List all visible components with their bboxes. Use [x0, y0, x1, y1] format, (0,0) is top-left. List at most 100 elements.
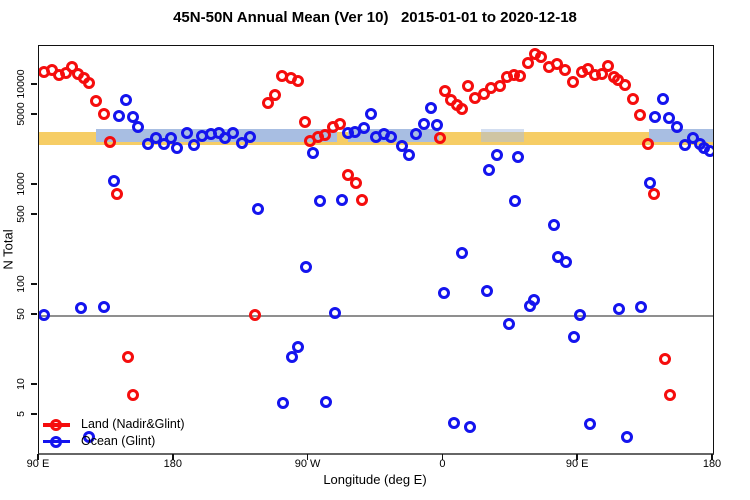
x-tick-label: 90 E [26, 458, 50, 470]
data-point-ocean [395, 140, 408, 153]
data-point-land [439, 85, 452, 98]
y-tick [31, 213, 37, 215]
data-point-ocean [613, 302, 626, 315]
data-point-ocean [635, 301, 648, 314]
y-tick [31, 113, 37, 115]
y-tick [31, 83, 37, 85]
data-point-land [334, 117, 347, 130]
data-point-ocean [285, 351, 298, 364]
data-point-land [103, 135, 116, 148]
data-point-land [596, 67, 608, 80]
data-point-land [664, 388, 676, 401]
y-tick-label: 500 [15, 205, 27, 223]
data-point-ocean [437, 287, 450, 300]
data-point-land [550, 58, 563, 71]
plot-area [38, 45, 714, 455]
data-point-ocean [584, 417, 597, 430]
y-tick-label: 5000 [15, 102, 27, 126]
x-tick [172, 454, 174, 460]
data-point-ocean [528, 293, 540, 306]
data-point-ocean [180, 127, 193, 140]
x-tick [711, 454, 713, 460]
data-point-land [83, 76, 96, 89]
x-tick-label: 180 [163, 458, 182, 470]
data-point-ocean [508, 195, 521, 208]
data-point-ocean [455, 246, 468, 259]
data-point-ocean [276, 397, 289, 410]
y-tick-label: 100 [15, 275, 27, 293]
data-point-land [299, 115, 311, 128]
data-point-ocean [313, 195, 326, 208]
y-tick-label: 10 [15, 378, 27, 390]
y-tick [31, 313, 37, 315]
data-point-land [618, 79, 631, 91]
data-point-ocean [74, 301, 87, 314]
data-point-ocean [336, 194, 348, 207]
data-point-ocean [384, 131, 397, 144]
legend-marker-ocean-icon [50, 435, 62, 448]
legend-label-ocean: Ocean (Glint) [81, 433, 156, 448]
data-point-ocean [491, 148, 504, 161]
data-point-land [534, 50, 547, 63]
x-tick-label: 180 [702, 458, 722, 470]
data-point-land [566, 76, 579, 89]
data-point-ocean [291, 340, 304, 353]
data-point-ocean [358, 122, 371, 135]
data-point-ocean [120, 93, 133, 106]
data-point-land [633, 109, 646, 122]
y-tick-label: 10000 [15, 69, 27, 99]
data-point-ocean [448, 416, 461, 429]
data-point-land [262, 97, 274, 110]
data-point-ocean [704, 144, 713, 157]
data-point-land [90, 95, 103, 108]
data-point-land [121, 351, 134, 364]
data-point-land [269, 89, 282, 102]
data-point-ocean [464, 421, 477, 434]
y-tick-label: 50 [15, 308, 27, 320]
y-tick [31, 283, 37, 285]
data-point-land [455, 102, 468, 115]
data-point-ocean [424, 101, 437, 114]
data-point-ocean [226, 127, 239, 140]
data-point-land [111, 188, 124, 201]
x-tick-label: 0 [439, 458, 446, 470]
data-point-land [648, 188, 661, 201]
x-tick-label: 90 W [294, 458, 321, 470]
data-point-ocean [243, 130, 256, 143]
data-point-ocean [656, 93, 669, 106]
data-point-ocean [112, 109, 125, 122]
x-tick [576, 454, 578, 460]
y-tick [31, 183, 37, 185]
data-point-ocean [483, 164, 496, 177]
y-tick [31, 413, 37, 415]
data-point-land [98, 108, 110, 121]
data-point-land [559, 64, 572, 77]
data-point-ocean [364, 108, 377, 121]
data-point-ocean [127, 110, 140, 123]
data-point-ocean [170, 142, 183, 155]
data-point-ocean [649, 110, 662, 123]
data-point-ocean [306, 146, 319, 159]
data-point-ocean [409, 127, 422, 140]
data-point-ocean [300, 261, 313, 274]
data-point-ocean [621, 431, 634, 444]
data-point-land [513, 70, 526, 82]
data-point-land [602, 59, 614, 72]
data-point-ocean [158, 138, 171, 150]
data-point-land [248, 309, 261, 322]
data-point-land [341, 168, 354, 181]
y-tick-label: 1000 [15, 172, 27, 196]
data-point-ocean [548, 218, 561, 231]
data-point-ocean [142, 137, 155, 150]
data-point-ocean [235, 137, 248, 149]
data-point-land [319, 129, 332, 142]
reference-line-50 [39, 315, 713, 317]
data-point-ocean [480, 285, 493, 298]
legend-label-land: Land (Nadir&Glint) [81, 417, 185, 431]
x-tick [37, 454, 39, 460]
x-tick [441, 454, 444, 460]
data-point-ocean [663, 111, 676, 124]
data-point-ocean [511, 151, 524, 164]
data-point-land [659, 353, 672, 366]
